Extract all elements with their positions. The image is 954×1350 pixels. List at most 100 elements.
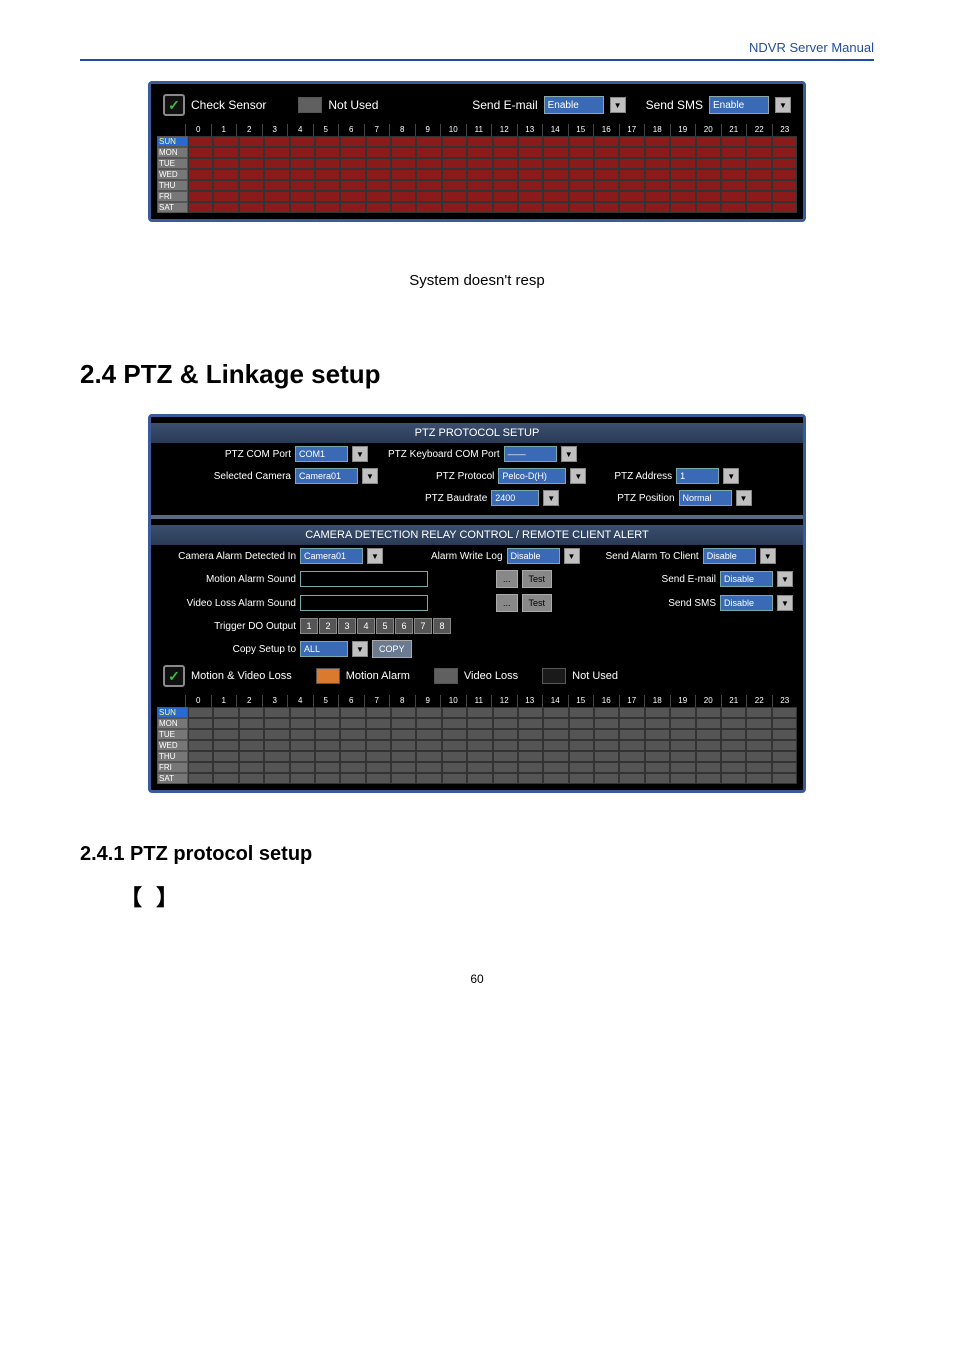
schedule-cell[interactable] — [188, 169, 213, 180]
schedule-cell[interactable] — [670, 762, 695, 773]
schedule-cell[interactable] — [721, 202, 746, 213]
schedule-cell[interactable] — [670, 729, 695, 740]
schedule-cell[interactable] — [239, 707, 264, 718]
schedule-cell[interactable] — [493, 729, 518, 740]
schedule-cell[interactable] — [696, 180, 721, 191]
schedule-cell[interactable] — [518, 740, 543, 751]
schedule-cell[interactable] — [315, 707, 340, 718]
schedule-cell[interactable] — [645, 169, 670, 180]
schedule-cell[interactable] — [670, 718, 695, 729]
schedule-cell[interactable] — [290, 191, 315, 202]
schedule-cell[interactable] — [594, 740, 619, 751]
schedule-cell[interactable] — [772, 751, 797, 762]
schedule-cell[interactable] — [645, 718, 670, 729]
schedule-cell[interactable] — [746, 762, 771, 773]
schedule-cell[interactable] — [188, 762, 213, 773]
schedule-cell[interactable] — [670, 136, 695, 147]
schedule-cell[interactable] — [442, 158, 467, 169]
schedule-cell[interactable] — [772, 158, 797, 169]
video-loss-sound-field[interactable] — [300, 595, 428, 611]
schedule-cell[interactable] — [721, 191, 746, 202]
schedule-cell[interactable] — [543, 718, 568, 729]
chevron-down-icon[interactable]: ▼ — [543, 490, 559, 506]
schedule-cell[interactable] — [645, 158, 670, 169]
schedule-cell[interactable] — [645, 147, 670, 158]
schedule-cell[interactable] — [442, 202, 467, 213]
schedule-cell[interactable] — [772, 169, 797, 180]
schedule-cell[interactable] — [416, 180, 441, 191]
send-email-field-2[interactable]: Disable — [720, 571, 773, 587]
schedule-cell[interactable] — [645, 180, 670, 191]
schedule-cell[interactable] — [264, 136, 289, 147]
schedule-cell[interactable] — [772, 762, 797, 773]
schedule-cell[interactable] — [264, 202, 289, 213]
schedule-cell[interactable] — [569, 191, 594, 202]
schedule-cell[interactable] — [721, 707, 746, 718]
schedule-cell[interactable] — [315, 147, 340, 158]
schedule-cell[interactable] — [619, 740, 644, 751]
schedule-cell[interactable] — [721, 169, 746, 180]
copy-button[interactable]: COPY — [372, 640, 412, 658]
schedule-cell[interactable] — [188, 751, 213, 762]
schedule-cell[interactable] — [188, 136, 213, 147]
chevron-down-icon[interactable]: ▼ — [352, 641, 368, 657]
schedule-cell[interactable] — [543, 773, 568, 784]
schedule-cell[interactable] — [772, 180, 797, 191]
schedule-cell[interactable] — [264, 751, 289, 762]
schedule-cell[interactable] — [569, 751, 594, 762]
schedule-cell[interactable] — [696, 729, 721, 740]
schedule-cell[interactable] — [696, 740, 721, 751]
schedule-cell[interactable] — [594, 202, 619, 213]
schedule-cell[interactable] — [493, 147, 518, 158]
schedule-cell[interactable] — [315, 773, 340, 784]
schedule-cell[interactable] — [467, 147, 492, 158]
chevron-down-icon[interactable]: ▼ — [564, 548, 580, 564]
schedule-cell[interactable] — [721, 751, 746, 762]
schedule-cell[interactable] — [746, 751, 771, 762]
schedule-cell[interactable] — [569, 158, 594, 169]
chevron-down-icon[interactable]: ▼ — [610, 97, 626, 113]
schedule-cell[interactable] — [619, 191, 644, 202]
schedule-cell[interactable] — [391, 191, 416, 202]
schedule-cell[interactable] — [239, 740, 264, 751]
schedule-cell[interactable] — [442, 147, 467, 158]
schedule-cell[interactable] — [213, 751, 238, 762]
schedule-cell[interactable] — [670, 191, 695, 202]
schedule-cell[interactable] — [416, 191, 441, 202]
schedule-cell[interactable] — [619, 180, 644, 191]
do-output-button[interactable]: 1 — [300, 618, 318, 634]
do-output-button[interactable]: 5 — [376, 618, 394, 634]
schedule-cell[interactable] — [619, 136, 644, 147]
schedule-cell[interactable] — [416, 740, 441, 751]
schedule-cell[interactable] — [366, 729, 391, 740]
schedule-cell[interactable] — [188, 718, 213, 729]
schedule-cell[interactable] — [746, 169, 771, 180]
schedule-cell[interactable] — [290, 729, 315, 740]
schedule-cell[interactable] — [721, 718, 746, 729]
schedule-cell[interactable] — [315, 751, 340, 762]
schedule-cell[interactable] — [543, 740, 568, 751]
schedule-cell[interactable] — [721, 180, 746, 191]
schedule-cell[interactable] — [442, 707, 467, 718]
schedule-cell[interactable] — [213, 158, 238, 169]
schedule-cell[interactable] — [213, 180, 238, 191]
schedule-cell[interactable] — [696, 707, 721, 718]
schedule-cell[interactable] — [416, 751, 441, 762]
schedule-cell[interactable] — [721, 136, 746, 147]
schedule-cell[interactable] — [340, 729, 365, 740]
schedule-cell[interactable] — [543, 729, 568, 740]
schedule-cell[interactable] — [340, 202, 365, 213]
schedule-cell[interactable] — [518, 773, 543, 784]
schedule-cell[interactable] — [366, 136, 391, 147]
schedule-cell[interactable] — [315, 729, 340, 740]
schedule-cell[interactable] — [315, 180, 340, 191]
schedule-cell[interactable] — [264, 740, 289, 751]
schedule-cell[interactable] — [493, 718, 518, 729]
schedule-cell[interactable] — [594, 751, 619, 762]
schedule-cell[interactable] — [188, 773, 213, 784]
schedule-cell[interactable] — [645, 136, 670, 147]
schedule-cell[interactable] — [442, 762, 467, 773]
schedule-cell[interactable] — [315, 762, 340, 773]
chevron-down-icon[interactable]: ▼ — [775, 97, 791, 113]
schedule-cell[interactable] — [746, 718, 771, 729]
